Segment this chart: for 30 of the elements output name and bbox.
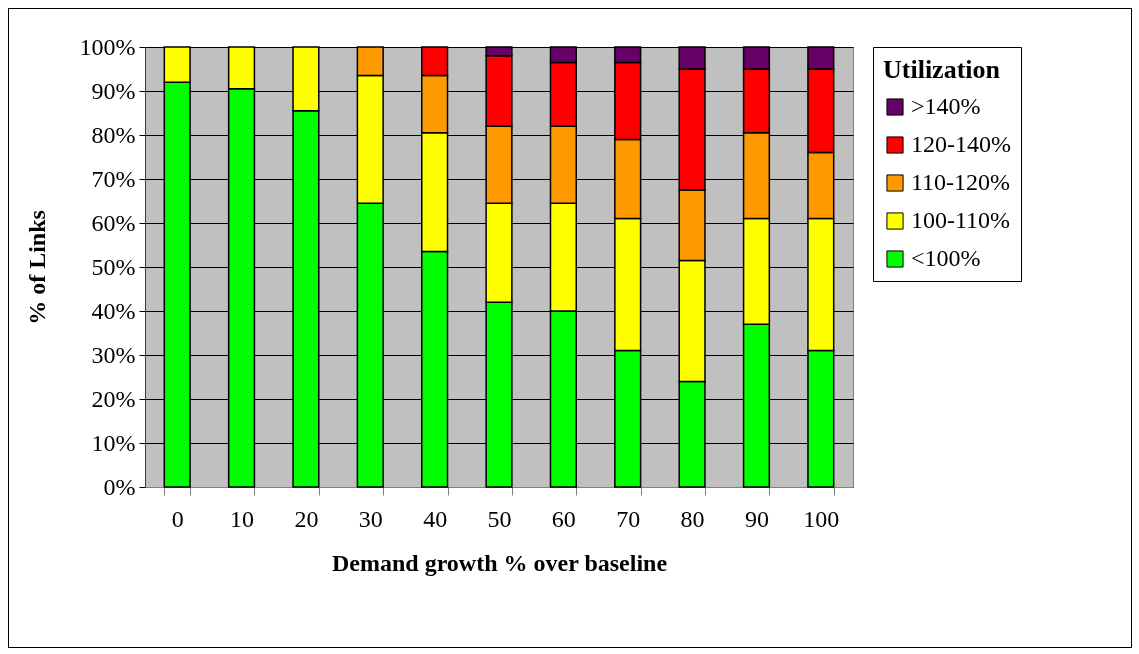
- x-tick-label: 100: [803, 505, 840, 532]
- y-tick-label: 40%: [91, 297, 136, 324]
- y-axis-title: % of Links: [23, 210, 50, 325]
- x-tick-label: 10: [230, 505, 255, 532]
- x-tick-label: 20: [294, 505, 319, 532]
- x-tick-label: 90: [744, 505, 769, 532]
- x-tick-label: 80: [680, 505, 705, 532]
- legend-title: Utilization: [883, 55, 1001, 84]
- x-tick-label: 0: [171, 505, 184, 532]
- legend-label: 110-120%: [911, 169, 1011, 195]
- x-tick-label: 60: [551, 505, 576, 532]
- x-tick-label: 50: [487, 505, 512, 532]
- x-axis-title: Demand growth % over baseline: [331, 549, 668, 576]
- y-tick-label: 80%: [91, 121, 136, 148]
- legend-label: 100-110%: [911, 207, 1011, 233]
- y-tick-label: 90%: [91, 77, 136, 104]
- y-tick-label: 30%: [91, 341, 136, 368]
- legend-label: <100%: [911, 245, 981, 271]
- y-tick-label: 100%: [79, 33, 136, 60]
- y-tick-label: 20%: [91, 385, 136, 412]
- y-tick-label: 50%: [91, 253, 136, 280]
- y-tick-label: 10%: [91, 429, 136, 456]
- legend-label: >140%: [911, 93, 981, 119]
- y-tick-label: 0%: [103, 473, 136, 500]
- x-tick-label: 70: [616, 505, 641, 532]
- y-tick-label: 60%: [91, 209, 136, 236]
- y-tick-label: 70%: [91, 165, 136, 192]
- x-tick-label: 30: [358, 505, 383, 532]
- x-tick-label: 40: [423, 505, 448, 532]
- legend-label: 120-140%: [911, 131, 1011, 157]
